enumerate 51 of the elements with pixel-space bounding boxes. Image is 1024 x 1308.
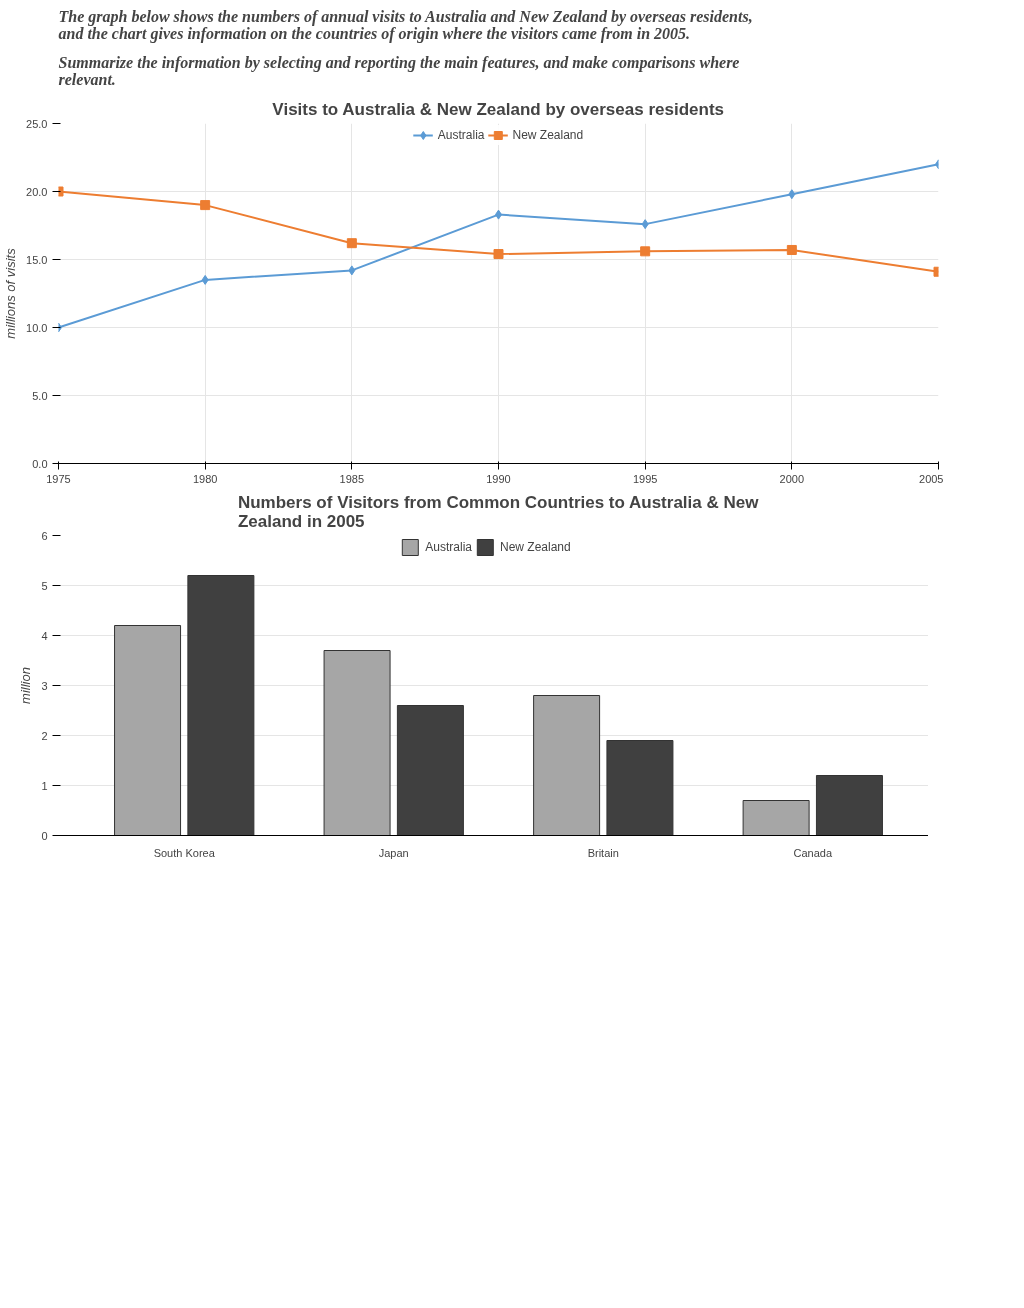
legend-label: New Zealand [512, 128, 584, 142]
point [640, 246, 651, 257]
x-tick-label: South Korea [153, 846, 216, 859]
chart-title: Numbers of Visitors from Common Countries to Australia & New Zealand in 2005 [237, 492, 760, 531]
bar [606, 740, 674, 836]
y-tick-label: 20.0 [26, 185, 48, 198]
y-tick-label: 3 [41, 679, 48, 692]
x-tick-label: 1995 [632, 472, 658, 485]
bar [187, 575, 255, 836]
y-tick-label: 5.0 [32, 389, 48, 402]
y-tick-label: 2 [41, 729, 48, 742]
x-tick-label: 1980 [192, 472, 218, 485]
bar [114, 625, 182, 836]
legend-label: New Zealand [499, 540, 571, 554]
bar [323, 650, 391, 836]
y-tick-label: 5 [41, 579, 48, 592]
x-tick-label: 2000 [779, 472, 805, 485]
point [201, 274, 209, 285]
y-tick-label: 10.0 [26, 321, 48, 334]
point [786, 244, 797, 255]
x-tick-label: 1985 [339, 472, 365, 485]
y-tick-label: 0 [41, 829, 48, 842]
y-tick-label: 1 [41, 779, 48, 792]
x-tick-label: Canada [793, 846, 833, 859]
point [641, 219, 649, 230]
text: Summarize the information by selecting and reporting the main features, and make comparisons where relevant. [58, 53, 740, 88]
text: The graph below shows the numbers of annual visits to Australia and New Zealand by overseas residents, and the chart gives information on the countries of origin where the visitors came from in 2005. [58, 7, 753, 43]
y-tick-label: 25.0 [26, 117, 48, 130]
x-tick-label: 2005 [919, 472, 944, 485]
x-tick-label: 1990 [486, 472, 511, 485]
x-tick-label: 1975 [46, 472, 71, 485]
y-tick-label: 4 [41, 629, 48, 642]
chart-title: Visits to Australia & New Zealand by overseas residents [272, 99, 724, 119]
legend-label: Australia [437, 128, 485, 142]
point [348, 265, 356, 276]
bar [815, 775, 883, 836]
point [346, 238, 357, 249]
y-tick-label: 15.0 [26, 253, 48, 266]
bar [396, 705, 464, 836]
legend-label: Australia [425, 540, 472, 554]
y-tick-label: 6 [41, 529, 48, 542]
point [493, 249, 504, 260]
y-tick-label: 0.0 [32, 457, 48, 470]
x-tick-label: Britain [587, 846, 619, 859]
x-tick-label: Japan [378, 846, 409, 859]
y-axis-title: millions of visits [3, 247, 19, 339]
point [200, 200, 211, 211]
bar [742, 800, 810, 836]
bar [533, 695, 601, 836]
y-axis-title: million [18, 667, 34, 704]
point [788, 189, 796, 200]
